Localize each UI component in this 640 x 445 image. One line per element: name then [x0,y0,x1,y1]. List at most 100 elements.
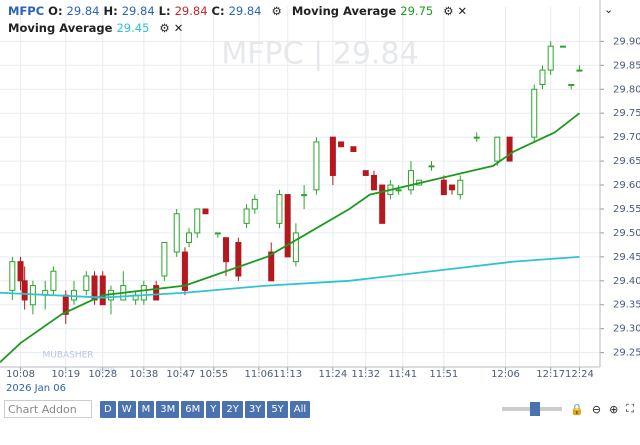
range-button[interactable]: 3Y [244,400,266,418]
ohlc-label: L: [158,4,171,18]
candle-body [251,198,258,210]
y-tick-label: 29.60 [613,180,640,191]
y-tick-label: 29.65 [613,156,640,167]
x-tick-label: 10:38 [129,369,158,380]
y-tick-label: 29.35 [613,300,640,311]
range-button[interactable]: 3M [156,400,180,418]
candle-body [440,179,447,196]
candle-body [338,141,345,148]
range-button[interactable]: M [137,400,155,418]
zoom-in[interactable]: ⊕ [609,402,619,416]
candle-body [407,170,414,191]
candle-body [301,194,308,197]
candle-body [370,174,377,191]
candle-body [395,189,402,192]
y-tick-label: 29.50 [613,228,640,239]
legend-name: Moving Average [291,4,397,18]
x-tick-label: 11:41 [388,369,417,380]
close-icon[interactable]: ✕ [173,21,184,35]
x-tick-label: 10:28 [88,369,117,380]
candle-body [313,141,320,191]
settings-icon[interactable]: ⚙ [443,4,454,18]
candle-body [457,179,464,196]
candle-body [214,232,221,235]
candle-body [560,45,567,48]
candle-body [428,165,435,168]
candle-body [362,170,369,176]
toolbar-icons: 🔒 ⊖ ⊕ ⛶ [502,402,634,416]
candle-body [292,232,299,263]
x-tick-label: 10:55 [199,369,228,380]
x-tick-label: 11:24 [318,369,347,380]
legend-name: Moving Average [8,21,113,35]
candle-body [70,289,77,301]
range-button[interactable]: 2Y [222,400,243,418]
candle-body [276,194,283,224]
y-tick-label: 29.30 [613,324,640,335]
lock-icon[interactable]: 🔒 [570,402,584,416]
candle-body [140,285,147,301]
range-button[interactable]: All [289,400,311,418]
candle-body [494,136,501,162]
legend-row: MFPC O: 29.84 H: 29.84 L: 29.84 C: 29.84 ⚙ M… [8,4,467,18]
candle-body [202,208,209,215]
settings-icon[interactable]: ⚙ [159,21,170,35]
candle-body [181,251,188,291]
watermark: MFPC | 29.84 [221,37,418,72]
moving-average-line [0,112,581,363]
range-buttons: D W M 3M 6M Y 2Y 3Y 5Y All [100,400,311,418]
chart: MFPC | 29.84 MUBASHER TRADE 2026 Jan 06 … [0,0,640,394]
candle-body [21,280,28,301]
date-label: 2026 Jan 06 [6,383,66,394]
collapse-icon[interactable]: ⌄ [604,3,614,16]
addon-input[interactable]: Chart Addon [4,400,92,418]
y-tick-label: 29.70 [613,132,640,143]
candle-body [449,184,456,191]
range-button[interactable]: D [100,400,116,418]
x-tick-label: 11:13 [273,369,302,380]
settings-icon[interactable]: ⚙ [271,4,282,18]
y-tick-label: 29.45 [613,252,640,263]
candle-body [83,275,90,291]
candle-body [284,194,291,258]
ohlc-label: H: [103,4,118,18]
x-tick-label: 12:06 [491,369,520,380]
candle-body [506,136,513,162]
x-tick-label: 10:08 [6,369,35,380]
candle-body [350,146,357,153]
ohlc-value: 29.84 [66,4,100,18]
range-button[interactable]: Y [206,400,221,418]
candle-body [568,83,575,86]
candle-body [9,261,16,291]
logo: MUBASHER [42,351,93,361]
logo: TRADE [95,367,116,374]
range-button[interactable]: W [117,400,136,418]
ohlc-value: 29.84 [174,4,208,18]
candle-body [539,69,546,85]
x-tick-label: 11:32 [351,369,380,380]
candle-body [235,241,242,277]
candle-body [329,136,336,176]
ohlc-label: O: [48,4,63,18]
y-tick-label: 29.75 [613,108,640,119]
ohlc-value: 29.84 [228,4,262,18]
candle-body [576,69,583,72]
candle-body [268,251,275,282]
candle-body [531,88,538,138]
candle-body [186,232,193,243]
range-button[interactable]: 5Y [267,400,288,418]
candle-body [243,208,250,224]
legend-value: 29.45 [116,21,150,35]
x-tick-label: 10:47 [166,369,195,380]
candle-body [173,213,180,253]
close-icon[interactable]: ✕ [457,4,468,18]
x-tick-label: 10:19 [51,369,80,380]
y-tick-label: 29.40 [613,276,640,287]
zoom-slider[interactable] [502,402,563,416]
ohlc-value: 29.84 [121,4,155,18]
candle-body [153,285,160,301]
zoom-out[interactable]: ⊖ [591,402,602,416]
range-button[interactable]: 6M [181,400,205,418]
fullscreen[interactable]: ⛶ [626,402,634,415]
y-tick-label: 29.80 [613,84,640,95]
